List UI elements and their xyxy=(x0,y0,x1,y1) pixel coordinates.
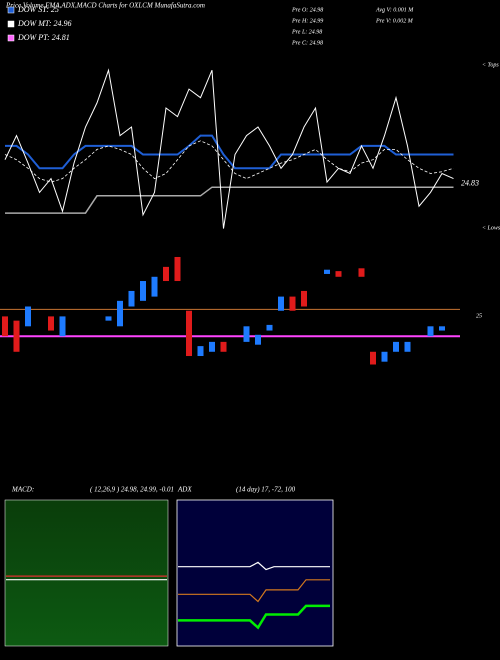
price-stat: Pre C: 24.98 xyxy=(291,39,323,46)
indicator-line xyxy=(178,604,330,630)
legend-swatch xyxy=(7,20,15,28)
adx-panel xyxy=(176,499,334,647)
candle-body xyxy=(404,341,411,352)
candle-body xyxy=(2,316,8,337)
last-value-label: 24.83 xyxy=(461,179,479,188)
panel-title: MACD: xyxy=(11,486,34,494)
legend-label: DOW MT: 24.96 xyxy=(17,19,72,28)
candle-body xyxy=(439,326,445,331)
indicator-line xyxy=(178,561,330,571)
candle-body xyxy=(209,341,215,352)
price-line xyxy=(4,68,454,229)
candle-body xyxy=(174,256,181,282)
candle-body xyxy=(243,326,250,342)
candle-body xyxy=(266,324,273,331)
candle-body xyxy=(324,269,330,274)
candle-body xyxy=(13,320,20,352)
reference-label: 25 xyxy=(476,314,482,320)
price-stat: Pre O: 24.98 xyxy=(291,6,323,13)
indicator-line xyxy=(178,579,330,603)
candle-body xyxy=(301,290,307,307)
candle-body xyxy=(289,296,296,311)
legend-swatch xyxy=(7,6,15,14)
legend-swatch xyxy=(7,34,15,42)
volume-stat: Pre V: 0.002 M xyxy=(375,18,414,24)
candle-body xyxy=(220,341,227,352)
candle-body xyxy=(255,334,261,345)
legend-label: DOW ST: 25 xyxy=(17,5,59,14)
candle-body xyxy=(335,271,342,277)
tops-label: < Tops xyxy=(482,62,499,68)
panel-title: ADX xyxy=(177,486,192,494)
candle-body xyxy=(393,341,399,352)
panel-params: ( 12,26,9 ) 24.98, 24.99, -0.01 xyxy=(90,486,174,494)
candle-body xyxy=(105,316,112,321)
candle-body xyxy=(59,316,66,337)
dow-line xyxy=(4,140,454,183)
candle-body xyxy=(140,281,146,301)
candle-body xyxy=(278,296,284,311)
candle-body xyxy=(151,276,158,297)
candle-body xyxy=(128,290,135,307)
page-title: Price,Volume,EMA,ADX,MACD Charts for OXL… xyxy=(5,2,205,10)
candle-body xyxy=(163,266,169,282)
candle-body xyxy=(197,346,204,357)
candle-body xyxy=(117,300,123,327)
legend-label: DOW PT: 24.81 xyxy=(17,33,70,42)
panel-params: (14 day) 17, -72, 100 xyxy=(236,486,296,494)
dow-line xyxy=(5,186,454,214)
candle-body xyxy=(427,326,434,337)
volume-stat: Avg V: 0.001 M xyxy=(375,7,414,13)
price-stat: Pre L: 24.98 xyxy=(291,28,322,35)
lows-label: < Lows xyxy=(482,225,500,231)
candle-body xyxy=(358,268,365,277)
macd-panel xyxy=(4,499,169,647)
candle-body xyxy=(48,316,54,331)
candle-body xyxy=(370,351,376,365)
dow-line xyxy=(5,134,454,170)
candle-body xyxy=(186,310,192,357)
candle-body xyxy=(381,351,388,362)
price-stat: Pre H: 24.99 xyxy=(291,17,323,24)
candle-body xyxy=(25,306,31,327)
